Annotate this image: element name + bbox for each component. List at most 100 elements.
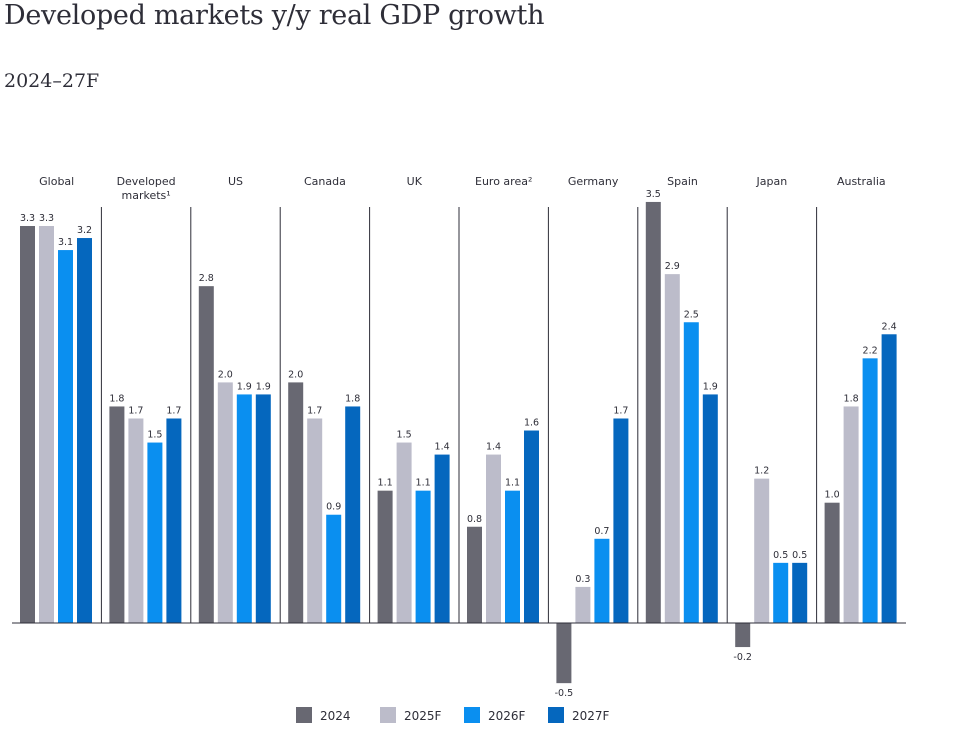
bar-2025F <box>39 226 54 623</box>
data-label: 1.2 <box>754 466 769 477</box>
bar-2024 <box>556 623 572 684</box>
bar-2026F <box>594 538 610 623</box>
data-label: 2.4 <box>882 321 897 332</box>
data-label: 3.3 <box>39 213 54 224</box>
bar-2027F <box>255 394 271 623</box>
bar-2024 <box>645 201 661 623</box>
data-label: 0.9 <box>326 502 341 513</box>
legend-swatch-2024 <box>296 707 312 723</box>
data-label: 1.9 <box>256 381 271 392</box>
bar-2026F <box>326 514 342 623</box>
bar-2025F <box>217 382 233 623</box>
bar-2024 <box>735 623 751 648</box>
legend-label: 2026F <box>488 709 526 723</box>
data-label: 2.5 <box>684 309 699 320</box>
data-label: 3.5 <box>646 189 661 200</box>
bar-2024 <box>20 226 35 623</box>
data-label: 1.8 <box>345 393 360 404</box>
category-label: markets¹ <box>122 189 171 202</box>
legend-label: 2025F <box>404 709 442 723</box>
data-label: 0.7 <box>594 526 609 537</box>
category-label: Canada <box>304 175 346 188</box>
bar-2025F <box>486 454 501 623</box>
bar-2026F <box>415 490 431 623</box>
data-label: 2.2 <box>863 345 878 356</box>
bar-2026F <box>683 322 699 623</box>
data-label: 1.9 <box>237 381 252 392</box>
data-label: 1.4 <box>486 442 501 453</box>
category-label: UK <box>407 175 423 188</box>
data-label: 1.1 <box>416 478 431 489</box>
bar-2027F <box>792 562 808 623</box>
legend-label: 2024 <box>320 709 351 723</box>
data-label: 1.8 <box>844 393 859 404</box>
bar-2024 <box>824 502 840 623</box>
bar-2024 <box>288 382 304 623</box>
data-label: 0.3 <box>575 574 590 585</box>
category-label: Spain <box>667 175 698 188</box>
bar-2024 <box>467 526 482 623</box>
chart-title: Developed markets y/y real GDP growth <box>4 0 545 31</box>
bar-2026F <box>505 490 520 623</box>
data-label: 1.1 <box>378 478 393 489</box>
data-label: 1.1 <box>505 478 520 489</box>
legend-swatch-2025F <box>380 707 396 723</box>
data-label: 1.9 <box>703 381 718 392</box>
bar-2025F <box>843 406 859 623</box>
bar-2027F <box>881 334 897 623</box>
bar-2024 <box>109 406 125 623</box>
data-label: 0.5 <box>792 550 807 561</box>
bar-2024 <box>198 286 214 623</box>
data-label: 3.1 <box>58 237 73 248</box>
category-label: Germany <box>568 175 619 188</box>
data-label: 2.0 <box>288 369 303 380</box>
data-label: 1.7 <box>307 405 322 416</box>
data-label: 1.7 <box>166 405 181 416</box>
data-label: 1.7 <box>128 405 143 416</box>
category-label: Australia <box>837 175 886 188</box>
bar-2026F <box>236 394 252 623</box>
category-label: US <box>228 175 243 188</box>
data-label: 2.8 <box>199 273 214 284</box>
category-label: Developed <box>117 175 176 188</box>
bar-2025F <box>754 478 770 623</box>
bar-2027F <box>613 418 629 623</box>
chart-subtitle: 2024–27F <box>4 70 100 92</box>
data-label: 1.7 <box>613 405 628 416</box>
legend-swatch-2027F <box>548 707 564 723</box>
bar-2026F <box>147 442 163 623</box>
bar-2027F <box>434 454 450 623</box>
data-label: 0.5 <box>773 550 788 561</box>
data-label: 1.6 <box>524 418 539 429</box>
bar-2027F <box>77 238 92 624</box>
bar-2026F <box>862 358 878 623</box>
data-label: 1.4 <box>435 442 450 453</box>
category-label: Japan <box>756 175 788 188</box>
category-label: Global <box>39 175 74 188</box>
bar-2025F <box>664 274 680 623</box>
bar-2026F <box>773 562 789 623</box>
data-label: 1.8 <box>109 393 124 404</box>
data-label: 1.5 <box>147 430 162 441</box>
bar-2025F <box>307 418 323 623</box>
category-label: Euro area² <box>475 175 532 188</box>
data-label: 1.5 <box>397 430 412 441</box>
data-label: -0.5 <box>555 688 574 699</box>
data-label: -0.2 <box>733 652 752 663</box>
bar-2027F <box>524 430 539 623</box>
data-label: 3.2 <box>77 225 92 236</box>
bar-2027F <box>345 406 361 623</box>
legend-label: 2027F <box>572 709 610 723</box>
bar-2027F <box>702 394 718 623</box>
bar-2025F <box>575 586 591 623</box>
bar-2025F <box>396 442 412 623</box>
data-label: 3.3 <box>20 213 35 224</box>
bar-2026F <box>58 250 73 623</box>
data-label: 2.9 <box>665 261 680 272</box>
bar-2025F <box>128 418 144 623</box>
data-label: 2.0 <box>218 369 233 380</box>
data-label: 1.0 <box>825 490 840 501</box>
bar-2027F <box>166 418 182 623</box>
legend-swatch-2026F <box>464 707 480 723</box>
